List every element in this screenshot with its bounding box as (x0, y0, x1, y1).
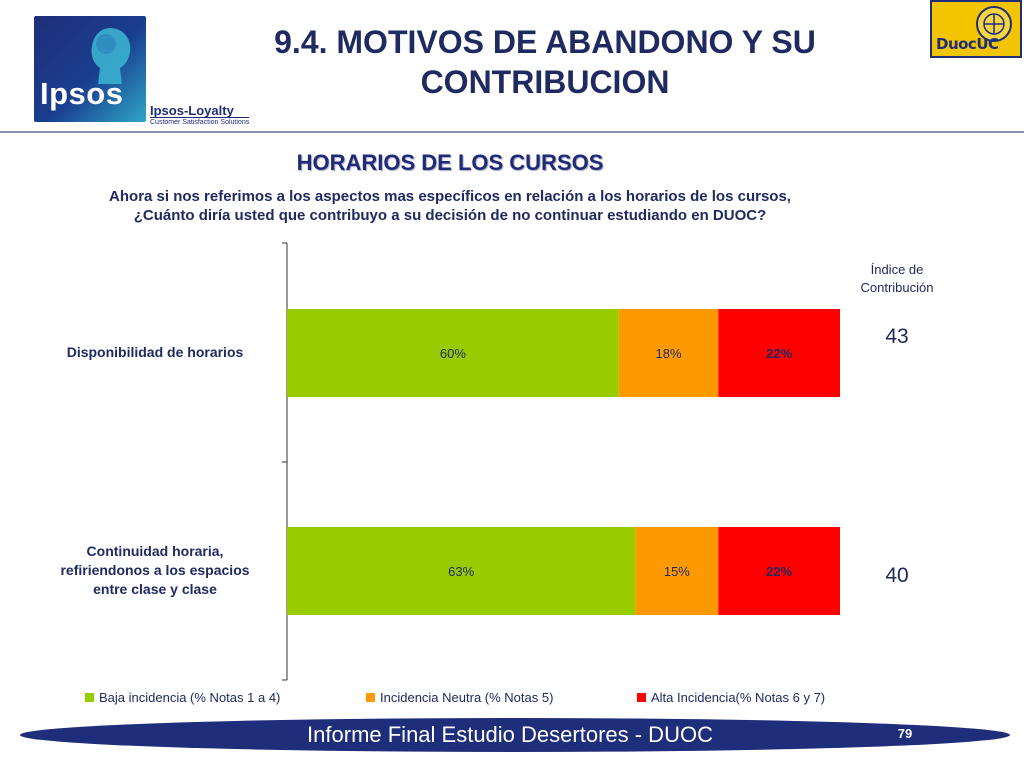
bar-0-0 (287, 309, 619, 397)
crest-icon (976, 6, 1012, 42)
bar-0-1 (618, 309, 719, 397)
bar-1-2 (718, 527, 840, 615)
index-value-0: 43 (885, 325, 909, 348)
legend-label-alta: Alta Incidencia(% Notas 6 y 7) (651, 690, 826, 705)
ipsos-loyalty-tagline: Customer Satisfaction Solutions (150, 117, 250, 126)
category-label-1-line1: Continuidad horaria, (86, 543, 224, 559)
page-number: 79 (897, 726, 913, 741)
legend-swatch-baja (85, 693, 94, 702)
category-label-0-line: Disponibilidad de horarios (66, 344, 244, 360)
legend-item-baja: Baja incidencia (% Notas 1 a 4) (85, 690, 280, 705)
duoc-wordmark: DuocUC (936, 35, 999, 53)
data-label-0-0: 60% (440, 346, 466, 361)
duoc-logo: DuocUC (930, 0, 1022, 58)
data-label-0-1: 18% (656, 346, 682, 361)
bar-1-0 (287, 527, 636, 615)
category-label-1: Continuidad horaria, refiriendonos a los… (30, 542, 280, 599)
data-label-1-2: 22% (766, 564, 792, 579)
chart-legend: Baja incidencia (% Notas 1 a 4) Incidenc… (85, 690, 855, 710)
ipsos-loyalty-label: Ipsos-Loyalty (150, 103, 234, 118)
index-heading-line2: Contribución (860, 280, 934, 295)
footer-ribbon (20, 718, 1010, 752)
survey-question: Ahora si nos referimos a los aspectos ma… (40, 187, 860, 225)
data-label-1-1: 15% (664, 564, 690, 579)
bar-0-2 (718, 309, 840, 397)
data-label-1-0: 63% (448, 564, 474, 579)
category-label-0: Disponibilidad de horarios (30, 343, 280, 362)
section-title: HORARIOS DE LOS CURSOS (296, 150, 604, 175)
header-divider (0, 131, 1024, 133)
index-value-1: 40 (885, 564, 909, 587)
survey-question-line2: ¿Cuánto diría usted que contribuyo a su … (133, 207, 767, 224)
legend-label-neutra: Incidencia Neutra (% Notas 5) (380, 690, 554, 705)
page-title: 9.4. MOTIVOS DE ABANDONO Y SU CONTRIBUCI… (230, 22, 860, 102)
legend-label-baja: Baja incidencia (% Notas 1 a 4) (99, 690, 281, 705)
data-label-0-2: 22% (766, 346, 792, 361)
child-silhouette-icon (91, 28, 131, 84)
index-heading: Índice de Contribución (845, 261, 949, 297)
index-heading-line1: Índice de (870, 262, 924, 277)
survey-question-line1: Ahora si nos referimos a los aspectos ma… (109, 188, 791, 205)
category-label-1-line2: refiriendonos a los espacios (60, 562, 250, 578)
category-label-1-line3: entre clase y clase (93, 581, 217, 597)
footer-text: Informe Final Estudio Desertores - DUOC (307, 722, 713, 747)
legend-item-alta: Alta Incidencia(% Notas 6 y 7) (637, 690, 825, 705)
ipsos-wordmark: Ipsos (40, 76, 124, 111)
legend-item-neutra: Incidencia Neutra (% Notas 5) (366, 690, 553, 705)
page-title-line2: CONTRIBUCION (420, 64, 670, 100)
legend-swatch-alta (637, 693, 646, 702)
bar-1-1 (635, 527, 719, 615)
legend-swatch-neutra (366, 693, 375, 702)
ipsos-logo: Ipsos (34, 16, 146, 122)
page-title-line1: 9.4. MOTIVOS DE ABANDONO Y SU (274, 24, 816, 60)
